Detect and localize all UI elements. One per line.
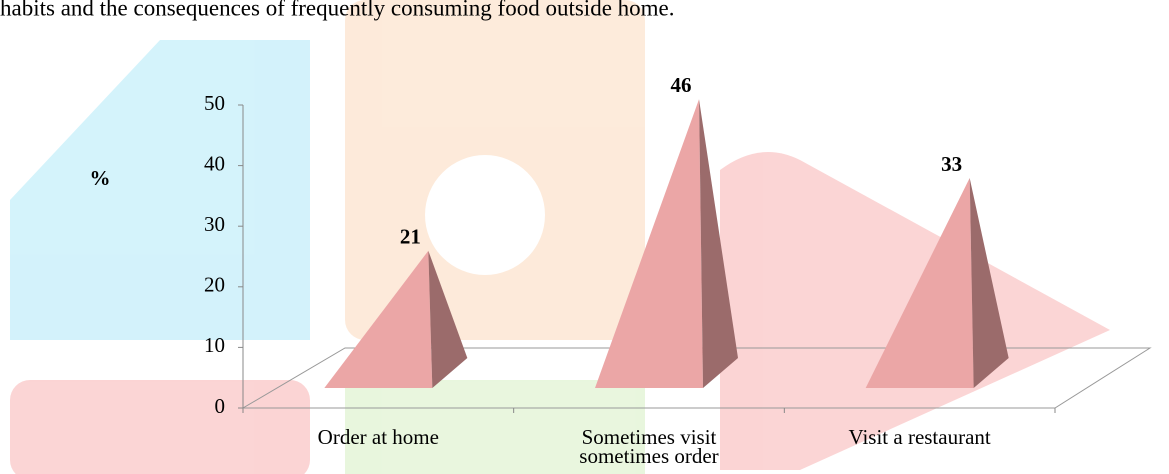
value-label: 33 xyxy=(941,152,962,176)
x-tick-label: Sometimes visit sometimes order xyxy=(579,425,719,468)
y-tick-label: 30 xyxy=(204,212,225,236)
y-axis-label: % xyxy=(90,166,111,190)
pyramid-front xyxy=(865,178,974,388)
x-tick-label: Order at home xyxy=(317,425,439,449)
y-tick-label: 0 xyxy=(215,394,226,418)
y-tick-label: 10 xyxy=(204,333,225,357)
intro-text: habits and the consequences of frequentl… xyxy=(0,0,675,20)
y-tick-label: 20 xyxy=(204,273,225,297)
pyramid-side xyxy=(428,250,468,388)
y-tick-label: 50 xyxy=(204,91,225,115)
pyramid-front xyxy=(324,250,433,388)
pyramid-side xyxy=(699,99,738,389)
pyramid-front xyxy=(595,99,703,389)
pyramid-side xyxy=(969,178,1009,388)
value-label: 46 xyxy=(671,73,692,97)
value-label: 21 xyxy=(400,225,421,249)
x-tick-label: Visit a restaurant xyxy=(848,425,991,449)
y-tick-label: 40 xyxy=(204,151,225,175)
